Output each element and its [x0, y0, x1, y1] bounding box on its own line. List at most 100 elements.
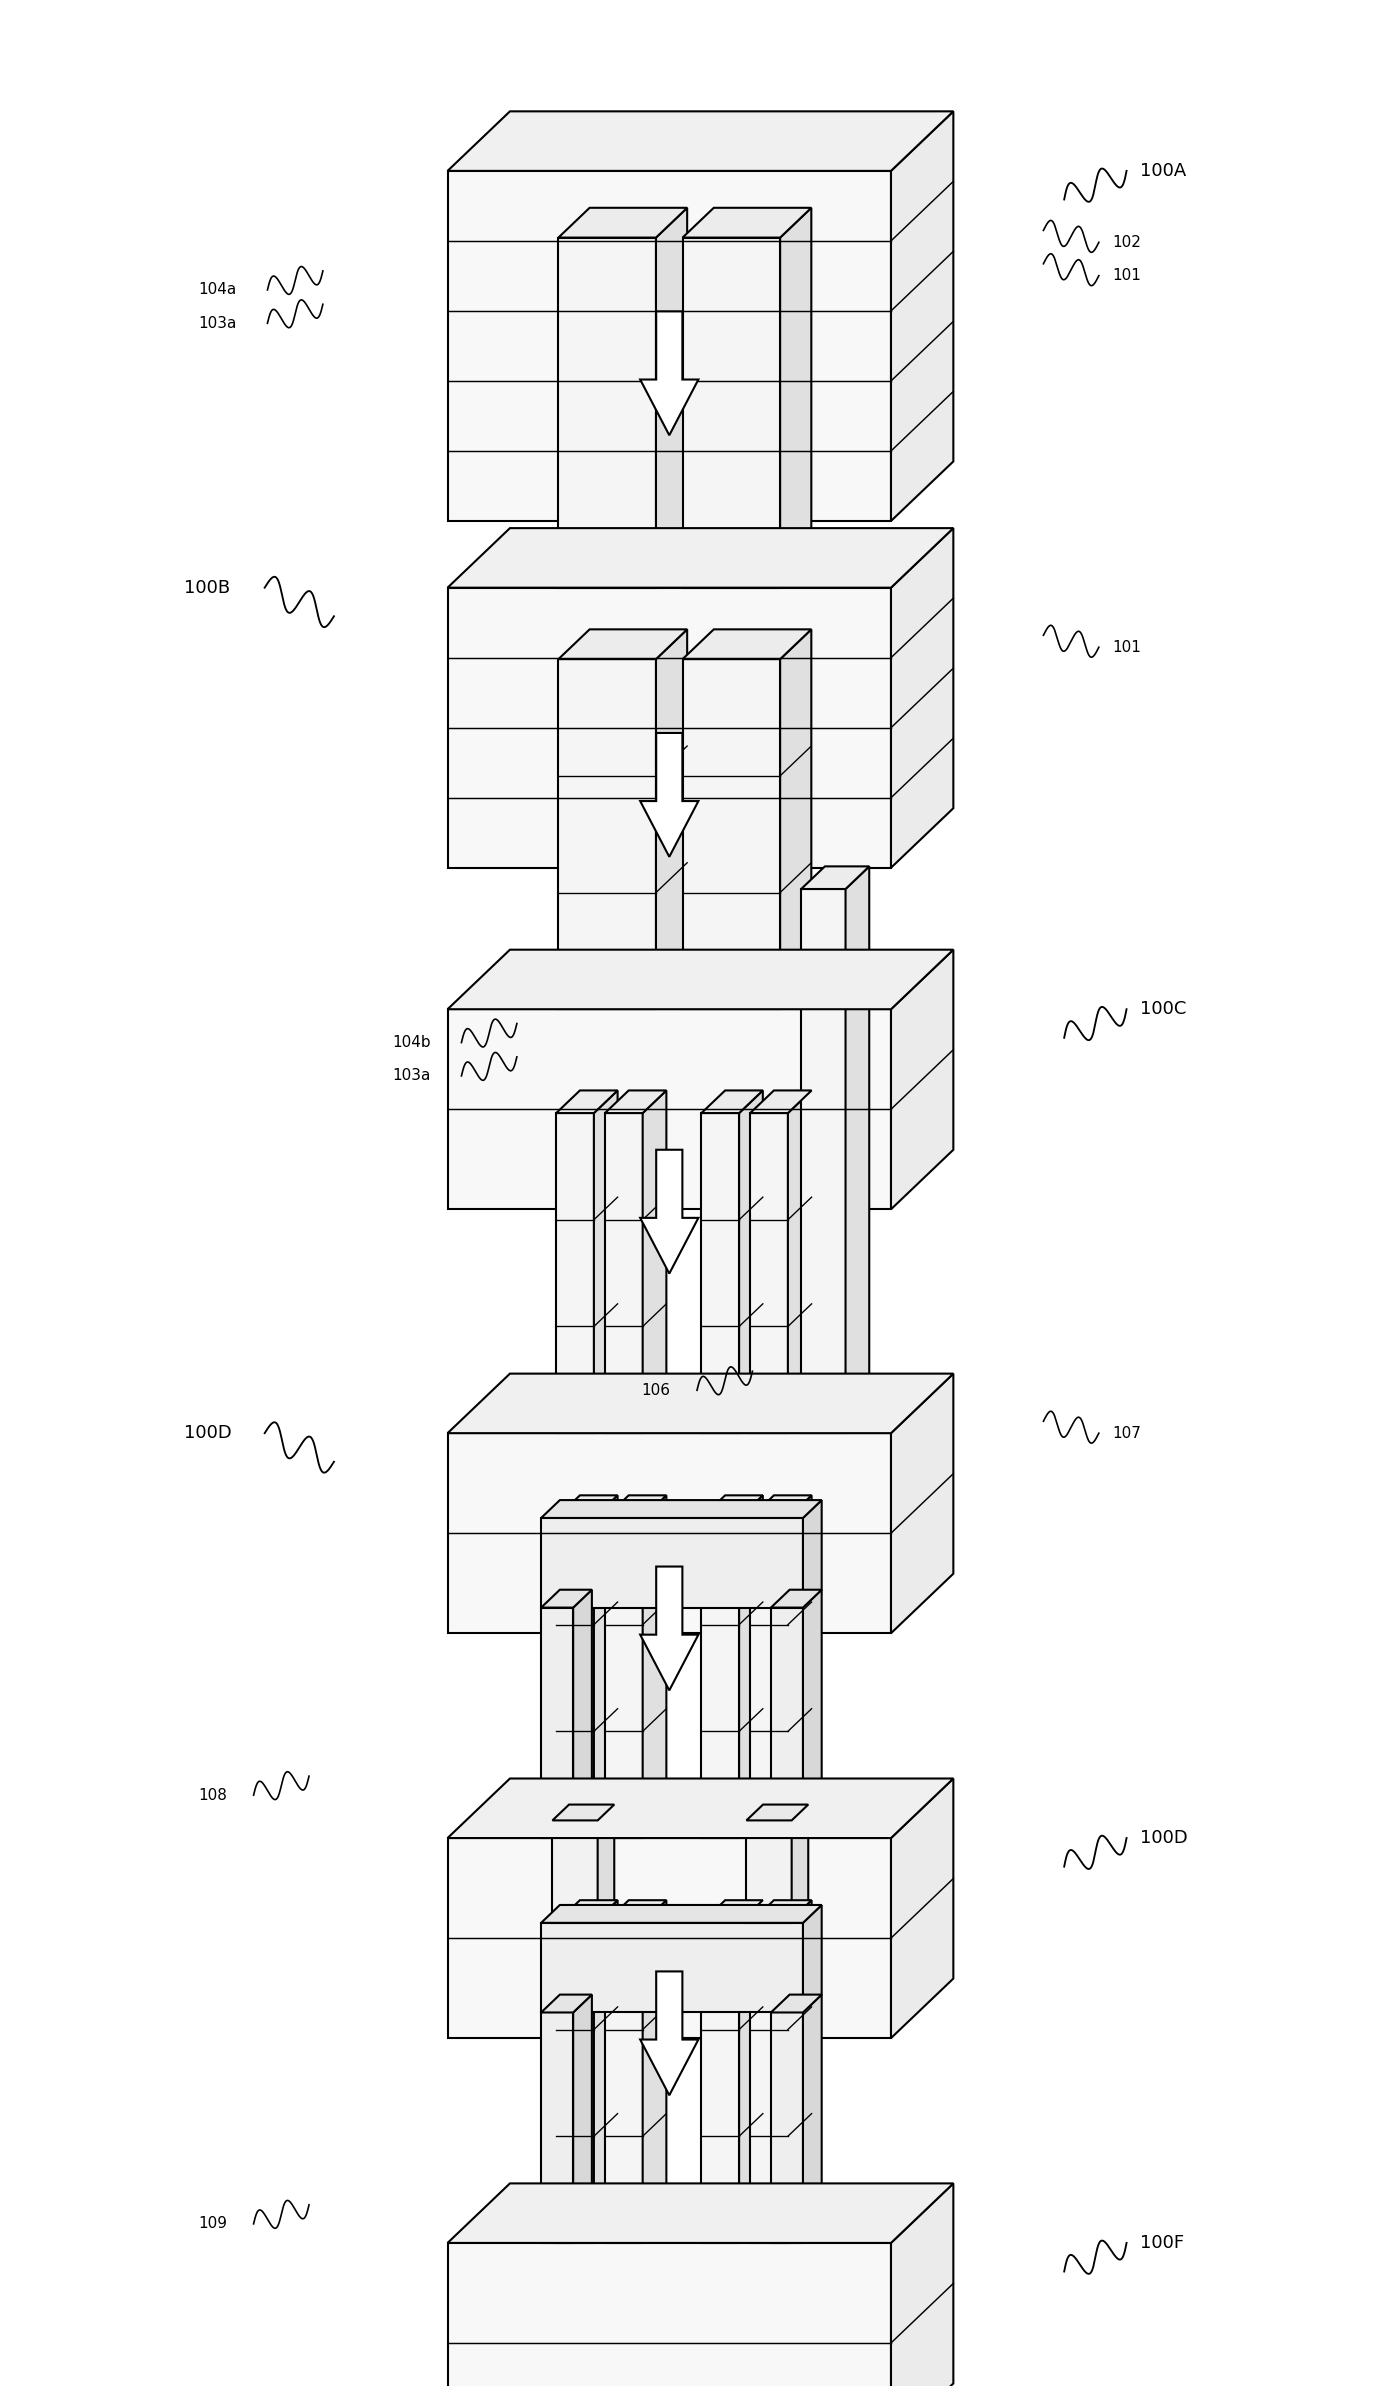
Polygon shape — [552, 1821, 598, 1924]
Polygon shape — [701, 1924, 739, 2242]
Text: 106: 106 — [641, 1384, 671, 1398]
Polygon shape — [552, 1804, 615, 1821]
Polygon shape — [788, 1090, 811, 1434]
Text: 100A: 100A — [1140, 163, 1186, 179]
Text: 104b: 104b — [392, 1035, 431, 1049]
Polygon shape — [802, 889, 846, 1434]
Polygon shape — [447, 1778, 953, 1838]
Polygon shape — [447, 112, 953, 170]
Polygon shape — [556, 1114, 594, 1434]
Polygon shape — [739, 1090, 763, 1434]
Polygon shape — [643, 1090, 666, 1434]
Polygon shape — [788, 1496, 811, 1838]
Polygon shape — [640, 1565, 698, 1690]
Polygon shape — [802, 868, 870, 889]
Polygon shape — [605, 1518, 643, 1838]
Text: 100D: 100D — [1140, 1828, 1188, 1847]
Polygon shape — [803, 1905, 821, 2012]
Polygon shape — [846, 868, 870, 1434]
Polygon shape — [891, 528, 953, 868]
Polygon shape — [750, 1900, 811, 1924]
Polygon shape — [683, 660, 781, 1009]
Polygon shape — [771, 1608, 803, 1838]
Polygon shape — [594, 1090, 618, 1434]
Polygon shape — [891, 1778, 953, 2039]
Polygon shape — [701, 1518, 739, 1838]
Polygon shape — [683, 208, 811, 237]
Polygon shape — [701, 1900, 763, 1924]
Polygon shape — [559, 629, 687, 660]
Text: 101: 101 — [1112, 268, 1142, 282]
Text: 100B: 100B — [184, 578, 230, 598]
Polygon shape — [640, 734, 698, 856]
Text: 107: 107 — [1112, 1427, 1142, 1441]
Polygon shape — [447, 2242, 891, 2390]
Polygon shape — [447, 588, 891, 868]
Polygon shape — [594, 1900, 618, 2242]
Polygon shape — [594, 1496, 618, 1838]
Polygon shape — [605, 1900, 666, 1924]
Polygon shape — [541, 1501, 821, 1518]
Polygon shape — [541, 1924, 803, 2012]
Polygon shape — [739, 1496, 763, 1838]
Polygon shape — [605, 1924, 643, 2242]
Polygon shape — [556, 1496, 618, 1518]
Polygon shape — [605, 1496, 666, 1518]
Polygon shape — [750, 1496, 811, 1518]
Text: 101: 101 — [1112, 641, 1142, 655]
Polygon shape — [891, 2184, 953, 2390]
Polygon shape — [541, 1608, 573, 1838]
Polygon shape — [750, 1090, 811, 1114]
Polygon shape — [683, 629, 811, 660]
Polygon shape — [701, 1114, 739, 1434]
Text: 109: 109 — [198, 2216, 227, 2232]
Polygon shape — [781, 629, 811, 1009]
Polygon shape — [771, 1996, 821, 2012]
Polygon shape — [559, 208, 687, 237]
Polygon shape — [447, 1374, 953, 1434]
Polygon shape — [447, 170, 891, 521]
Polygon shape — [640, 1972, 698, 2096]
Polygon shape — [746, 1804, 809, 1821]
Polygon shape — [447, 1009, 891, 1209]
Text: 100C: 100C — [1140, 1001, 1186, 1018]
Text: 100D: 100D — [184, 1424, 231, 1441]
Polygon shape — [556, 1090, 618, 1114]
Polygon shape — [640, 311, 698, 435]
Polygon shape — [556, 1900, 618, 1924]
Polygon shape — [605, 1114, 643, 1434]
Text: 108: 108 — [198, 1788, 227, 1802]
Polygon shape — [573, 1589, 592, 1838]
Polygon shape — [447, 949, 953, 1009]
Polygon shape — [541, 1905, 821, 1924]
Polygon shape — [447, 1434, 891, 1632]
Polygon shape — [657, 208, 687, 588]
Polygon shape — [541, 1996, 592, 2012]
Polygon shape — [657, 629, 687, 1009]
Polygon shape — [750, 1518, 788, 1838]
Polygon shape — [891, 949, 953, 1209]
Polygon shape — [739, 1900, 763, 2242]
Polygon shape — [891, 1374, 953, 1632]
Polygon shape — [701, 1090, 763, 1114]
Polygon shape — [556, 1924, 594, 2242]
Polygon shape — [781, 208, 811, 588]
Polygon shape — [598, 1804, 615, 1924]
Polygon shape — [541, 2012, 573, 2242]
Polygon shape — [788, 1900, 811, 2242]
Polygon shape — [640, 1150, 698, 1274]
Polygon shape — [447, 1838, 891, 2039]
Polygon shape — [701, 1496, 763, 1518]
Text: 103a: 103a — [392, 1068, 431, 1083]
Polygon shape — [803, 1589, 821, 1838]
Text: 103a: 103a — [198, 315, 237, 330]
Polygon shape — [803, 1996, 821, 2242]
Polygon shape — [541, 1518, 803, 1608]
Polygon shape — [559, 237, 657, 588]
Polygon shape — [771, 1589, 821, 1608]
Polygon shape — [746, 1821, 792, 1924]
Text: 100F: 100F — [1140, 2235, 1185, 2251]
Text: 104a: 104a — [198, 282, 237, 296]
Polygon shape — [771, 2012, 803, 2242]
Polygon shape — [803, 1501, 821, 1608]
